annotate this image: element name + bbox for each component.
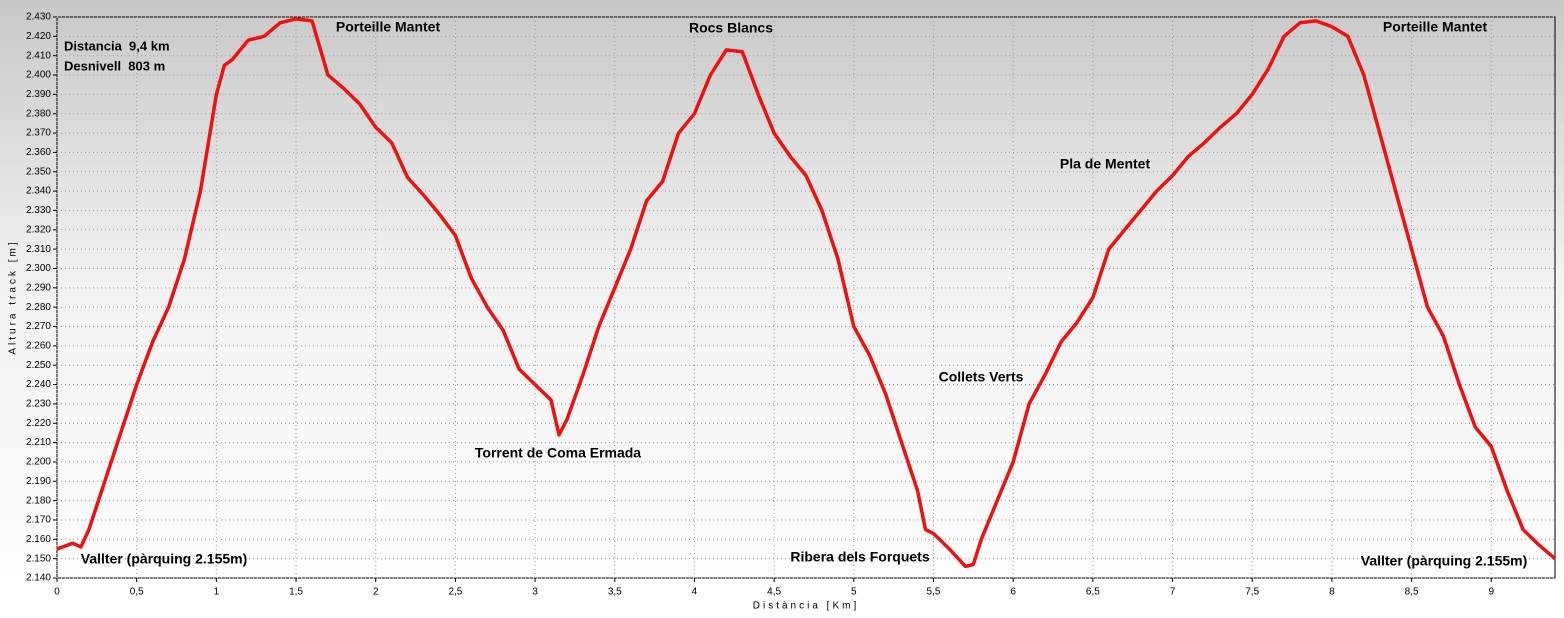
y-tick-label: 2.370 bbox=[26, 128, 51, 139]
x-tick-label: 5,5 bbox=[927, 587, 941, 598]
y-tick-label: 2.210 bbox=[26, 437, 51, 448]
x-tick-label: 2,5 bbox=[448, 587, 462, 598]
x-tick-label: 8,5 bbox=[1405, 587, 1419, 598]
y-tick-label: 2.230 bbox=[26, 399, 51, 410]
x-axis-label: Distància [Km] bbox=[753, 601, 859, 612]
y-tick-label: 2.260 bbox=[26, 341, 51, 352]
annotation: Vallter (pàrquing 2.155m) bbox=[1361, 553, 1528, 569]
x-tick-label: 5 bbox=[851, 587, 857, 598]
x-tick-label: 2 bbox=[373, 587, 379, 598]
y-tick-label: 2.380 bbox=[26, 108, 51, 119]
x-tick-label: 8 bbox=[1329, 587, 1335, 598]
x-tick-label: 6 bbox=[1010, 587, 1016, 598]
y-tick-label: 2.420 bbox=[26, 31, 51, 42]
info-text: Distancia 9,4 km bbox=[64, 38, 170, 53]
x-tick-label: 4 bbox=[692, 587, 698, 598]
y-tick-label: 2.410 bbox=[26, 50, 51, 61]
annotation: Ribera dels Forquets bbox=[790, 549, 929, 565]
y-tick-label: 2.240 bbox=[26, 379, 51, 390]
x-tick-label: 3,5 bbox=[608, 587, 622, 598]
x-tick-label: 0 bbox=[54, 587, 60, 598]
x-tick-label: 7,5 bbox=[1245, 587, 1259, 598]
y-tick-label: 2.280 bbox=[26, 302, 51, 313]
y-tick-label: 2.400 bbox=[26, 70, 51, 81]
y-tick-label: 2.270 bbox=[26, 321, 51, 332]
y-tick-label: 2.190 bbox=[26, 476, 51, 487]
x-tick-label: 4,5 bbox=[767, 587, 781, 598]
y-tick-label: 2.200 bbox=[26, 457, 51, 468]
annotation: Torrent de Coma Ermada bbox=[475, 445, 641, 461]
x-tick-label: 3 bbox=[532, 587, 538, 598]
y-tick-label: 2.170 bbox=[26, 515, 51, 526]
y-tick-label: 2.250 bbox=[26, 360, 51, 371]
y-tick-label: 2.360 bbox=[26, 147, 51, 158]
x-tick-label: 1 bbox=[214, 587, 220, 598]
y-tick-label: 2.290 bbox=[26, 282, 51, 293]
y-tick-label: 2.430 bbox=[26, 12, 51, 23]
y-tick-label: 2.330 bbox=[26, 205, 51, 216]
y-axis-label: Altura track [m] bbox=[8, 239, 19, 354]
elevation-line bbox=[56, 17, 1557, 569]
info-text: Desnivell 803 m bbox=[64, 58, 165, 73]
y-tick-label: 2.340 bbox=[26, 186, 51, 197]
y-tick-label: 2.300 bbox=[26, 263, 51, 274]
annotation: Porteille Mantet bbox=[336, 19, 441, 35]
y-tick-label: 2.390 bbox=[26, 89, 51, 100]
x-tick-label: 0,5 bbox=[130, 587, 144, 598]
y-tick-label: 2.160 bbox=[26, 534, 51, 545]
y-tick-label: 2.320 bbox=[26, 224, 51, 235]
annotation: Vallter (pàrquing 2.155m) bbox=[81, 551, 248, 567]
annotation: Pla de Mentet bbox=[1060, 156, 1151, 172]
y-tick-label: 2.310 bbox=[26, 244, 51, 255]
y-tick-label: 2.350 bbox=[26, 166, 51, 177]
x-tick-label: 9 bbox=[1488, 587, 1494, 598]
annotation: Porteille Mantet bbox=[1383, 19, 1488, 35]
annotation: Rocs Blancs bbox=[689, 20, 773, 36]
y-tick-label: 2.150 bbox=[26, 553, 51, 564]
x-tick-label: 1,5 bbox=[289, 587, 303, 598]
y-tick-label: 2.180 bbox=[26, 495, 51, 506]
y-tick-label: 2.220 bbox=[26, 418, 51, 429]
x-tick-label: 7 bbox=[1170, 587, 1176, 598]
x-tick-label: 6,5 bbox=[1086, 587, 1100, 598]
annotation: Collets Verts bbox=[939, 369, 1024, 385]
y-tick-label: 2.140 bbox=[26, 573, 51, 584]
